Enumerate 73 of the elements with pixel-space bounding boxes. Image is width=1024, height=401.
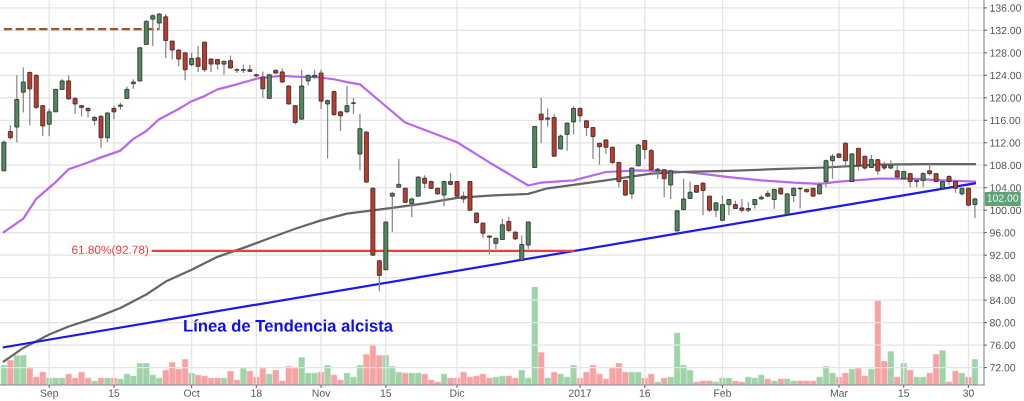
y-tick-label: 132.00 xyxy=(990,26,1022,35)
y-tick-label: 120.00 xyxy=(990,94,1022,102)
y-tick-label: 116.00 xyxy=(990,116,1021,125)
candlestick xyxy=(396,158,402,189)
candlestick xyxy=(389,191,395,233)
bar xyxy=(324,365,331,385)
bar xyxy=(266,373,273,385)
bar xyxy=(538,352,545,385)
x-tick-label: 15 xyxy=(380,389,392,397)
bar xyxy=(551,371,558,385)
annotation: Línea de Tendencia alcista xyxy=(184,319,394,332)
x-tick-label: Feb xyxy=(714,389,731,397)
x-tick-label: 15 xyxy=(108,389,120,397)
candlestick xyxy=(111,105,117,120)
y-tick-label: 96.00 xyxy=(990,229,1016,237)
y-tick-label: 80.00 xyxy=(990,319,1016,327)
candlestick xyxy=(519,234,525,262)
x-tick-label: 15 xyxy=(898,389,910,397)
y-tick-label: 124.00 xyxy=(990,71,1022,80)
x-tick-label: Nov xyxy=(312,389,331,397)
bar xyxy=(764,378,771,385)
bar xyxy=(91,380,98,385)
annotation: 102.00 xyxy=(987,194,1019,202)
y-tick-label: 92.00 xyxy=(990,251,1016,260)
bar xyxy=(188,372,195,385)
bar xyxy=(441,373,448,385)
bar xyxy=(777,378,784,385)
x-tick-label: Mar xyxy=(830,389,848,397)
bar xyxy=(868,369,875,385)
bar xyxy=(402,372,409,385)
x-tick-label: 2017 xyxy=(568,389,592,397)
bar xyxy=(0,365,7,385)
candlestick xyxy=(85,106,91,119)
bar xyxy=(97,377,105,385)
candlestick xyxy=(150,13,156,47)
x-tick-label: Sep xyxy=(40,389,59,399)
bar xyxy=(907,370,914,385)
bar xyxy=(240,368,247,385)
y-tick-label: 128.00 xyxy=(990,49,1022,57)
candlestick xyxy=(486,234,492,256)
bar xyxy=(971,359,978,385)
y-tick-label: 84.00 xyxy=(990,296,1016,305)
bar xyxy=(7,360,14,385)
bar xyxy=(661,377,668,385)
candlestick xyxy=(525,220,531,250)
y-tick-label: 72.00 xyxy=(990,364,1016,372)
x-tick-label: 16 xyxy=(639,389,651,397)
y-tick-label: 104.00 xyxy=(990,184,1022,192)
bar xyxy=(544,377,551,385)
bar xyxy=(104,377,111,385)
bar xyxy=(848,369,855,385)
y-tick-label: 112.00 xyxy=(990,139,1021,147)
y-tick-label: 88.00 xyxy=(990,274,1016,282)
bar xyxy=(771,380,778,385)
bar xyxy=(220,377,228,385)
candlestick xyxy=(266,73,272,100)
x-tick-label: 30 xyxy=(963,389,974,397)
x-tick-label: Oct xyxy=(184,389,200,397)
x-tick-label: Dic xyxy=(450,389,465,397)
y-tick-label: 100.00 xyxy=(990,206,1022,215)
candlestick xyxy=(674,209,680,232)
bar xyxy=(939,350,946,385)
y-tick-label: 136.00 xyxy=(990,4,1022,12)
y-tick-label: 76.00 xyxy=(990,341,1016,349)
y-tick-label: 108.00 xyxy=(990,161,1022,170)
x-tick-label: 18 xyxy=(251,389,262,397)
candlestick xyxy=(143,19,149,46)
bar xyxy=(958,372,966,385)
series-label: 61.80%(92.78) xyxy=(72,245,149,257)
bar xyxy=(654,381,661,385)
candlestick xyxy=(286,84,292,106)
bar xyxy=(887,351,894,385)
bar xyxy=(900,363,907,385)
